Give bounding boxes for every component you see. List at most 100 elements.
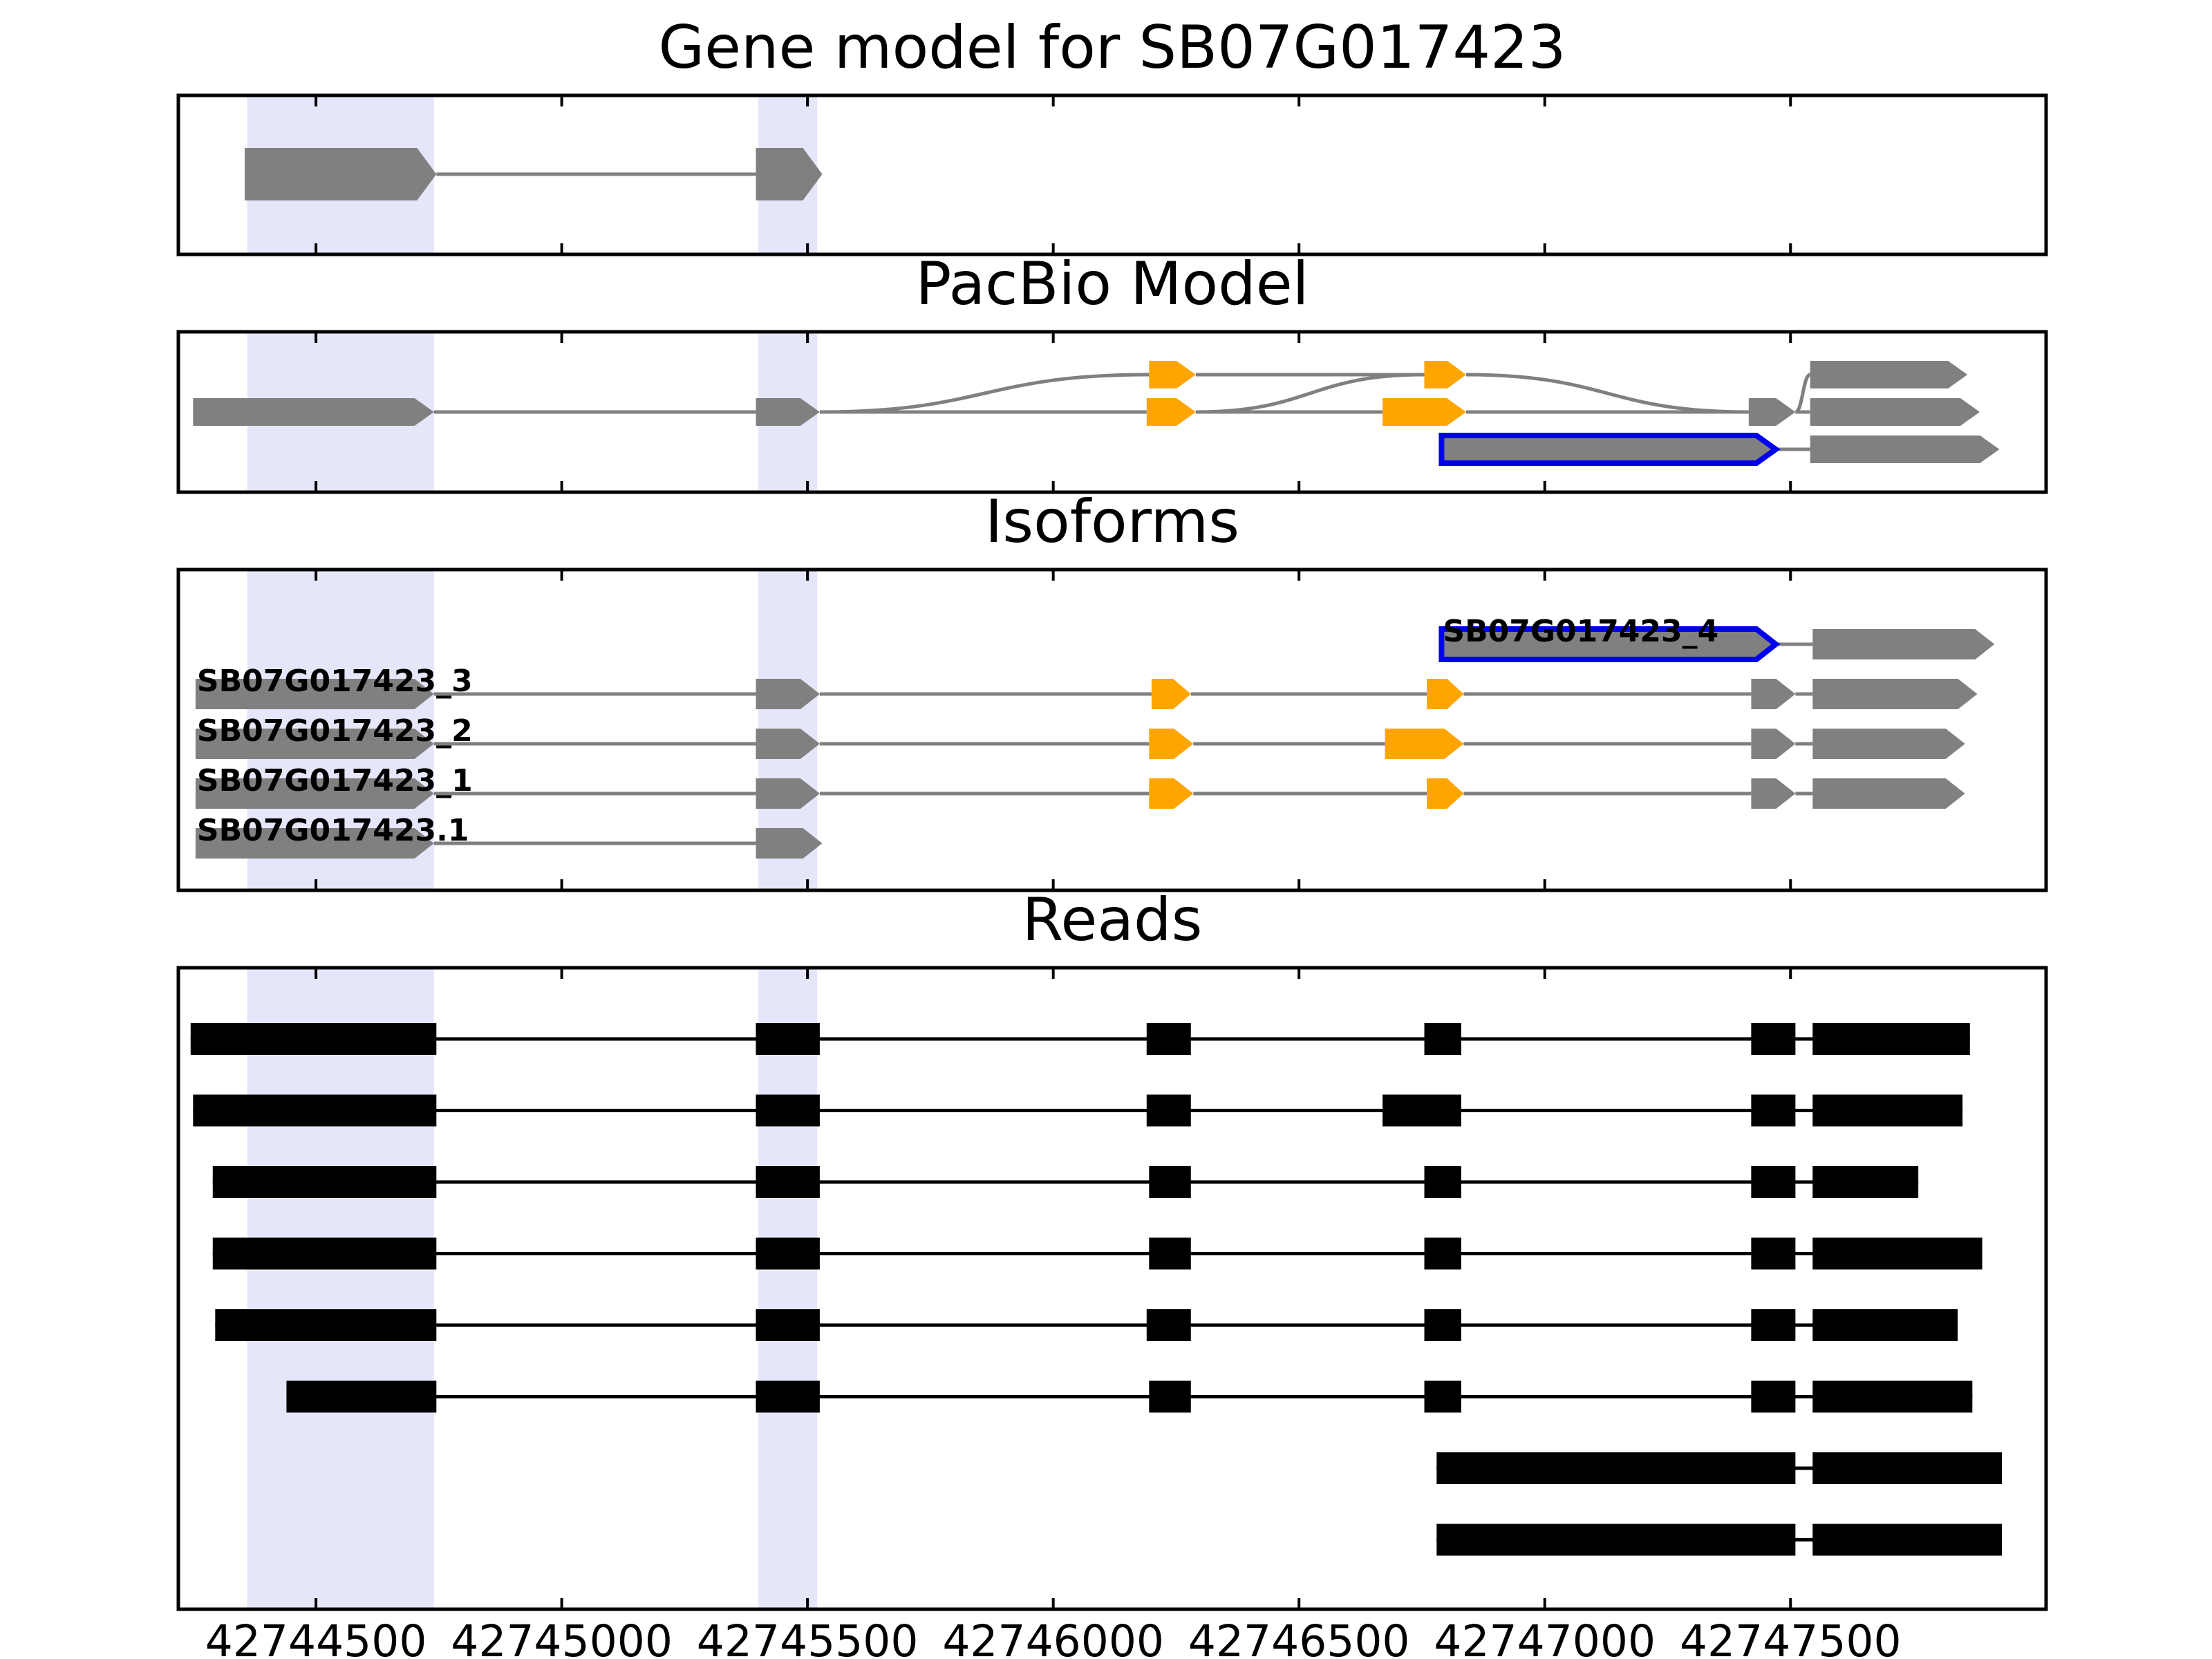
panel-content: [193, 361, 2000, 466]
panel-content: SB07G017423_4 SB07G017423_3 SB07G017423_2 S…: [195, 614, 1995, 859]
read-block: [1812, 1023, 1970, 1055]
graph-node: [1810, 435, 2000, 463]
panel-title: Isoforms: [985, 487, 1239, 556]
panel-reads: Reads 42744500 42745000 42745500 42746000 427…: [176, 885, 2048, 1659]
exon-arrow: [1812, 729, 1965, 759]
x-tick-label: 42747000: [1434, 1616, 1656, 1659]
isoform-label: SB07G017423.1: [197, 813, 469, 848]
panel-frame: [176, 568, 2048, 892]
exon-arrow: [1812, 778, 1965, 809]
read-block: [1149, 1237, 1191, 1270]
graph-node: [1382, 398, 1466, 426]
read-block: [190, 1023, 437, 1055]
graph-edge: [1465, 373, 1749, 414]
isoform-label: SB07G017423_1: [197, 763, 473, 798]
read-block: [1751, 1309, 1796, 1341]
panels: Gene model for SB07G017423 PacBio Model Is…: [176, 13, 2048, 1659]
read-block: [1424, 1023, 1461, 1055]
read-track: [286, 1380, 1973, 1413]
panel-title: PacBio Model: [915, 250, 1309, 319]
read-block: [756, 1237, 820, 1270]
read-block: [756, 1380, 820, 1413]
panel-gene: Gene model for SB07G017423: [176, 13, 2048, 256]
read-track: [215, 1309, 1958, 1341]
read-block: [1382, 1094, 1461, 1127]
shaded-region: [758, 968, 818, 1609]
x-tick-label: 42744500: [205, 1616, 427, 1659]
read-block: [756, 1166, 820, 1198]
panel-isoforms: IsoformsSB07G017423_4SB07G017423_3SB07G0…: [176, 487, 2048, 892]
read-track: [193, 1094, 1963, 1127]
read-block: [1812, 1380, 1973, 1413]
graph-node: [756, 398, 820, 426]
isoform-track: SB07G017423.1: [195, 813, 823, 859]
graph-node: [1146, 398, 1196, 426]
read-block: [1146, 1023, 1191, 1055]
x-tick-label: 42746500: [1188, 1616, 1410, 1659]
read-block: [1424, 1237, 1461, 1270]
panel-graph: PacBio Model: [176, 250, 2048, 494]
graph-edge: [1794, 373, 1811, 414]
graph-node: [1149, 361, 1196, 388]
isoform-track: SB07G017423_1: [195, 763, 1965, 809]
panel-content: [190, 1023, 2003, 1556]
graph-edge: [819, 373, 1150, 414]
exon-arrow: [1385, 729, 1464, 759]
exon-arrow: [1427, 679, 1464, 709]
read-block: [1751, 1380, 1796, 1413]
read-block: [286, 1380, 437, 1413]
read-block: [1812, 1237, 1983, 1270]
isoform-label: SB07G017423_2: [197, 713, 473, 749]
read-track: [212, 1237, 1983, 1270]
exon-arrow: [245, 148, 437, 200]
read-block: [1751, 1094, 1796, 1127]
read-track: [1436, 1452, 2003, 1484]
exon-arrow: [756, 778, 820, 809]
read-track: [212, 1166, 1919, 1198]
highlighted-exon: [1438, 626, 1781, 662]
exon-arrow: [1751, 729, 1796, 759]
read-block: [1149, 1166, 1191, 1198]
read-block: [1149, 1380, 1191, 1413]
highlighted-exon: [1438, 433, 1781, 466]
exon-arrow: [1427, 778, 1464, 809]
read-track: [190, 1023, 1970, 1055]
read-block: [1812, 1309, 1958, 1341]
read-block: [1751, 1023, 1796, 1055]
x-tick-label: 42745000: [451, 1616, 673, 1659]
isoform-track: SB07G017423_2: [195, 713, 1965, 759]
exon-arrow: [756, 729, 820, 759]
exon-arrow: [756, 148, 823, 200]
read-block: [1146, 1309, 1191, 1341]
exon-arrow: [195, 778, 434, 809]
graph-node: [1424, 361, 1466, 388]
read-block: [1812, 1524, 2003, 1556]
exon-arrow: [195, 679, 434, 709]
graph-node: [1748, 398, 1796, 426]
panel-content: [245, 148, 823, 200]
read-block: [1812, 1166, 1919, 1198]
read-block: [1146, 1094, 1191, 1127]
exon-arrow: [1151, 679, 1191, 709]
read-block: [1424, 1166, 1461, 1198]
exon-arrow: [1751, 679, 1796, 709]
read-block: [1751, 1166, 1796, 1198]
isoform-track: SB07G017423_3: [195, 664, 1978, 709]
read-block: [756, 1309, 820, 1341]
read-block: [212, 1166, 437, 1198]
isoform-track: SB07G017423_4: [1438, 614, 1995, 662]
isoform-label: SB07G017423_3: [197, 664, 473, 699]
read-block: [1812, 1094, 1963, 1127]
exon-arrow: [756, 679, 820, 709]
exon-arrow: [1149, 729, 1194, 759]
shaded-region: [247, 968, 434, 1609]
panel-frame: [176, 330, 2048, 494]
graph-node: [193, 398, 434, 426]
read-block: [1436, 1524, 1796, 1556]
x-tick-label: 42747500: [1680, 1616, 1902, 1659]
read-block: [756, 1023, 820, 1055]
read-block: [1751, 1237, 1796, 1270]
read-block: [212, 1237, 437, 1270]
read-block: [1424, 1380, 1461, 1413]
